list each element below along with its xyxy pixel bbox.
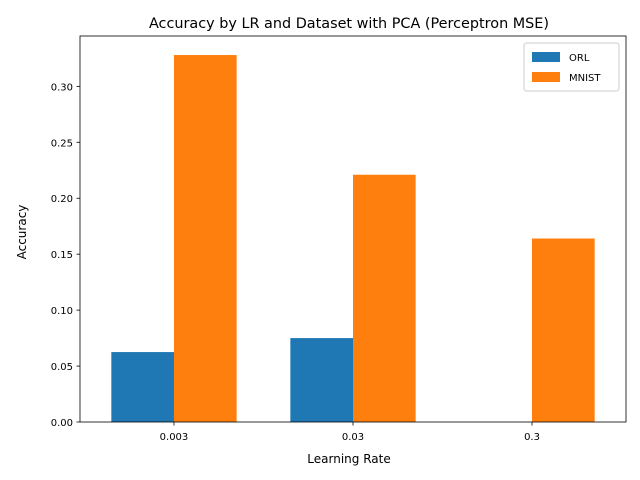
bar-orl-0 (111, 352, 174, 422)
y-tick-label: 0.15 (51, 250, 73, 261)
x-axis-label: Learning Rate (307, 452, 390, 466)
chart-title: Accuracy by LR and Dataset with PCA (Per… (149, 16, 549, 32)
y-tick-label: 0.10 (51, 306, 73, 317)
axes-layer: 0.00 0.05 0.10 0.15 0.20 0.25 0.30 0.003 0.03 0.3 (51, 35, 627, 443)
bar-mnist-0 (173, 55, 237, 422)
bar-orl-1 (290, 338, 353, 422)
y-tick-label: 0.25 (51, 138, 73, 149)
y-tick-label: 0.20 (51, 194, 73, 205)
legend-label-orl: ORL (569, 53, 590, 64)
bars-layer (111, 55, 595, 422)
legend-label-mnist: MNIST (569, 73, 601, 84)
y-axis-label: Accuracy (15, 205, 29, 260)
legend-swatch-orl (532, 52, 560, 62)
bar-mnist-2 (532, 238, 595, 422)
x-tick-label: 0.003 (160, 432, 189, 443)
y-tick-label: 0.00 (51, 418, 73, 429)
x-tick-label: 0.03 (342, 432, 364, 443)
legend: ORL MNIST (523, 42, 620, 92)
x-tick-label: 0.3 (524, 432, 540, 443)
y-tick-label: 0.05 (51, 362, 73, 373)
bar-mnist-1 (353, 174, 416, 422)
legend-swatch-mnist (532, 72, 560, 82)
y-tick-label: 0.30 (51, 82, 73, 93)
